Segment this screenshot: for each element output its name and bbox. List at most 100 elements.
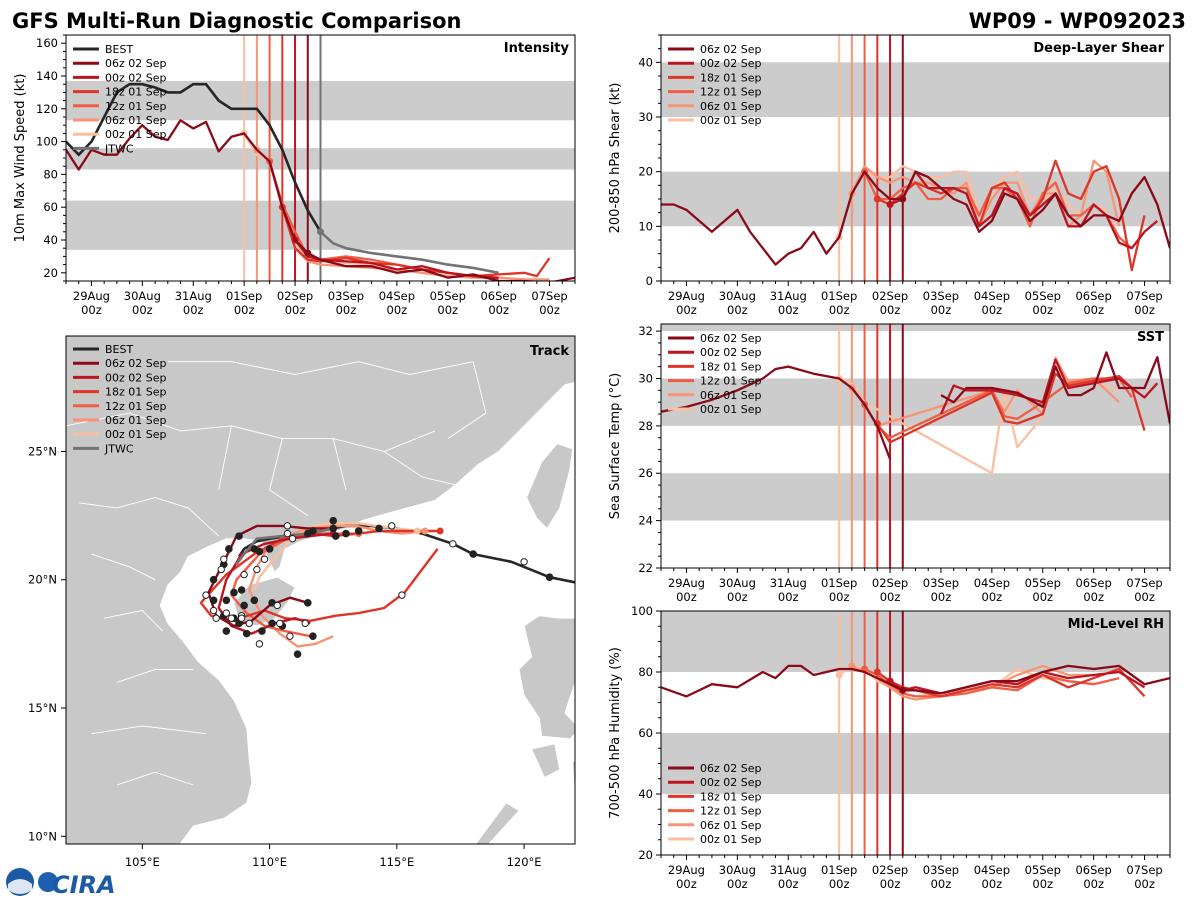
track-legend-label: 06z 02 Sep	[105, 357, 167, 370]
rh-run-marker-2	[873, 668, 881, 676]
intensity-legend-label: 12z 01 Sep	[105, 100, 167, 113]
sst-xtick-hour: 00z	[727, 590, 748, 604]
rh-legend-label: 00z 01 Sep	[700, 833, 762, 846]
sst-xtick-date: 04Sep	[974, 576, 1010, 590]
intensity-xtick-hour: 00z	[183, 303, 204, 317]
sst-xtick-date: 01Sep	[821, 576, 857, 590]
track-panel: 105°E 110°E 115°E 120°E 10°N 15°N 20°N 25°N Trac…	[28, 335, 576, 869]
shear-xtick-date: 31Aug	[770, 289, 807, 303]
rh-xtick-date: 02Sep	[872, 863, 908, 877]
track-legend-label: 00z 01 Sep	[105, 428, 167, 441]
intensity-run-line-0	[66, 119, 575, 281]
track-position-marker-open	[301, 619, 309, 628]
track-position-marker-open	[449, 540, 457, 548]
intensity-xtick-hour: 00z	[285, 303, 306, 317]
rh-xtick-hour: 00z	[1083, 877, 1104, 891]
track-position-marker-open	[220, 555, 228, 563]
sst-ytick-label: 28	[638, 419, 653, 433]
rh-xtick-date: 31Aug	[770, 863, 807, 877]
rh-xtick-hour: 00z	[931, 877, 952, 891]
intensity-legend-label: 06z 02 Sep	[105, 57, 167, 70]
track-position-marker-open	[202, 591, 210, 599]
intensity-run-marker-0	[304, 249, 312, 257]
track-position-marker	[222, 627, 231, 635]
intensity-xtick-hour: 00z	[437, 303, 458, 317]
track-position-marker-open	[388, 522, 396, 530]
rh-xtick-hour: 00z	[1032, 877, 1053, 891]
sst-xtick-hour: 00z	[1032, 590, 1053, 604]
sst-xtick-hour: 00z	[982, 590, 1003, 604]
track-position-marker-open	[273, 601, 281, 610]
track-legend-label: BEST	[105, 343, 133, 356]
shear-xtick-hour: 00z	[1083, 303, 1104, 317]
shear-ytick-label: 0	[646, 274, 653, 288]
rh-xtick-hour: 00z	[982, 877, 1003, 891]
track-ytick-label: 25°N	[28, 444, 57, 458]
intensity-ytick-label: 120	[36, 102, 58, 116]
track-position-marker-open	[520, 558, 528, 566]
run-track-start-marker	[413, 527, 421, 535]
sst-threshold-band	[661, 324, 1170, 332]
rh-xtick-hour: 00z	[829, 877, 850, 891]
luzon-island	[518, 615, 575, 740]
track-position-marker-open	[255, 640, 264, 648]
rh-xtick-hour: 00z	[778, 877, 799, 891]
shear-xtick-hour: 00z	[727, 303, 748, 317]
rh-panel: 2040608010029Aug00z30Aug00z31Aug00z01Sep…	[608, 604, 1171, 891]
sst-legend-label: 00z 02 Sep	[700, 346, 762, 359]
track-position-marker	[258, 627, 266, 635]
rh-run-marker-0	[899, 686, 907, 694]
run-track-start-marker	[436, 527, 444, 535]
sst-panel: 22242628303229Aug00z30Aug00z31Aug00z01Se…	[608, 323, 1171, 604]
track-position-marker	[331, 532, 340, 540]
shear-xtick-hour: 00z	[931, 303, 952, 317]
sst-legend-label: 12z 01 Sep	[700, 375, 762, 388]
shear-ytick-label: 10	[638, 219, 653, 233]
track-position-marker	[209, 575, 218, 584]
track-position-marker	[265, 545, 274, 553]
sst-legend-label: 18z 01 Sep	[700, 360, 762, 373]
intensity-legend-label: BEST	[105, 43, 133, 56]
province-border	[167, 361, 474, 375]
intensity-panel-title: Intensity	[504, 41, 570, 56]
sst-threshold-band	[661, 473, 1170, 521]
sst-legend-label: 00z 01 Sep	[700, 403, 762, 416]
shear-legend-label: 12z 01 Sep	[700, 86, 762, 99]
shear-xtick-hour: 00z	[676, 303, 697, 317]
rh-xtick-hour: 00z	[676, 877, 697, 891]
rh-run-marker-4	[848, 662, 856, 670]
track-legend-label: JTWC	[104, 442, 134, 455]
rh-threshold-band	[661, 611, 1170, 672]
shear-ytick-label: 30	[638, 110, 653, 124]
sst-ytick-label: 22	[638, 561, 653, 575]
track-position-marker	[250, 596, 259, 605]
track-position-marker-open	[276, 619, 284, 628]
run-track-start-marker	[421, 527, 429, 535]
rh-xtick-date: 01Sep	[821, 863, 857, 877]
shear-xtick-date: 02Sep	[872, 289, 908, 303]
rh-xtick-date: 06Sep	[1075, 863, 1111, 877]
sst-xtick-hour: 00z	[676, 590, 697, 604]
sst-xtick-date: 02Sep	[872, 576, 908, 590]
intensity-xtick-date: 03Sep	[328, 289, 364, 303]
track-position-marker	[309, 527, 317, 535]
sst-xtick-hour: 00z	[829, 590, 850, 604]
intensity-xtick-date: 05Sep	[430, 289, 466, 303]
rh-ytick-label: 80	[638, 665, 653, 679]
shear-xtick-date: 05Sep	[1025, 289, 1061, 303]
track-position-marker-open	[283, 529, 292, 538]
sst-xtick-date: 06Sep	[1075, 576, 1111, 590]
shear-xtick-hour: 00z	[880, 303, 901, 317]
rh-xtick-date: 30Aug	[719, 863, 756, 877]
track-position-marker-open	[260, 555, 269, 563]
track-position-marker-open	[245, 619, 253, 628]
province-border	[66, 412, 436, 452]
intensity-xtick-date: 31Aug	[175, 289, 212, 303]
intensity-xtick-date: 06Sep	[480, 289, 516, 303]
track-position-marker	[268, 619, 276, 628]
run-track-line-2	[199, 529, 441, 622]
cira-logo: CIRA	[6, 868, 116, 899]
track-position-marker-open	[237, 614, 246, 622]
rh-xtick-hour: 00z	[1134, 877, 1155, 891]
